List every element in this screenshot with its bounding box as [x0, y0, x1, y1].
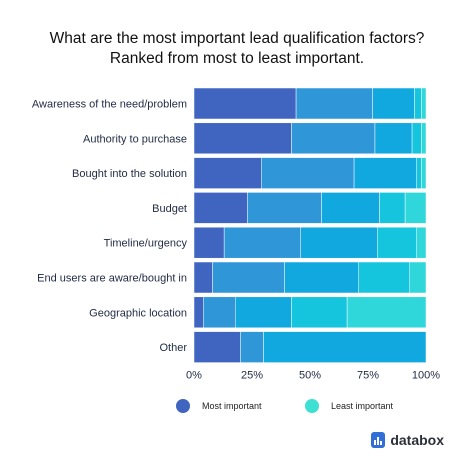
databox-logo: databox [371, 432, 444, 448]
category-label: Awareness of the need/problem [32, 99, 187, 111]
bar-segment [379, 192, 406, 224]
bar-segment [414, 87, 422, 120]
category-label: Budget [152, 203, 187, 215]
bar-segment [193, 331, 241, 363]
bar-segment [421, 87, 427, 120]
bar-segment [193, 261, 213, 294]
x-tick-label: 0% [186, 369, 202, 381]
bar-segment [193, 192, 248, 224]
bar-segment [409, 261, 427, 294]
legend-least-important: Least important [305, 399, 393, 413]
databox-logo-icon [371, 432, 386, 448]
category-label: Other [159, 342, 187, 354]
x-tick-label: 25% [241, 369, 263, 381]
bar-segment [193, 296, 204, 329]
bar-segment [421, 122, 427, 155]
legend-most-dot [176, 399, 190, 413]
bar-segment [235, 296, 292, 329]
chart-title-line-2: Ranked from most to least important. [109, 50, 365, 67]
bar-segment [193, 122, 292, 155]
bar-segment [346, 296, 427, 329]
bar-segment [295, 87, 373, 120]
category-label: Bought into the solution [72, 168, 187, 180]
bar-segment [291, 296, 348, 329]
legend-least-label: Least important [331, 401, 394, 411]
category-label: Timeline/urgency [104, 238, 188, 250]
bar-segment [291, 122, 376, 155]
x-tick-label: 50% [299, 369, 321, 381]
category-label: End users are aware/bought in [37, 273, 187, 285]
bar-segment [372, 87, 415, 120]
bar-segment [193, 157, 262, 189]
bar-segment [193, 87, 297, 120]
x-tick-label: 100% [412, 369, 440, 381]
bar-segment [321, 192, 380, 224]
legend-most-label: Most important [202, 401, 262, 411]
bar-segment [358, 261, 411, 294]
bar-segment [416, 157, 422, 189]
x-tick-label: 75% [357, 369, 379, 381]
bar-segment [404, 192, 427, 224]
bar-segment [263, 331, 427, 363]
legend-most-important: Most important [176, 399, 262, 413]
category-label: Authority to purchase [83, 133, 187, 145]
bar-segment [261, 157, 355, 189]
bar-segment [421, 157, 427, 189]
bar-segment [411, 122, 422, 155]
bar-segment [377, 226, 417, 259]
bar-segment [203, 296, 237, 329]
bar-segment [223, 226, 301, 259]
bar-segment [284, 261, 359, 294]
bar-segment [247, 192, 322, 224]
bar-segment [416, 226, 427, 259]
legend-least-dot [305, 399, 319, 413]
bar-segment [212, 261, 285, 294]
bar-segment [300, 226, 378, 259]
databox-logo-text: databox [390, 432, 444, 448]
chart-title-line-1: What are the most important lead qualifi… [49, 30, 425, 47]
bar-segment [374, 122, 413, 155]
category-label: Geographic location [89, 307, 187, 319]
bar-segment [353, 157, 417, 189]
bar-segment [193, 226, 225, 259]
bar-segment [240, 331, 264, 363]
